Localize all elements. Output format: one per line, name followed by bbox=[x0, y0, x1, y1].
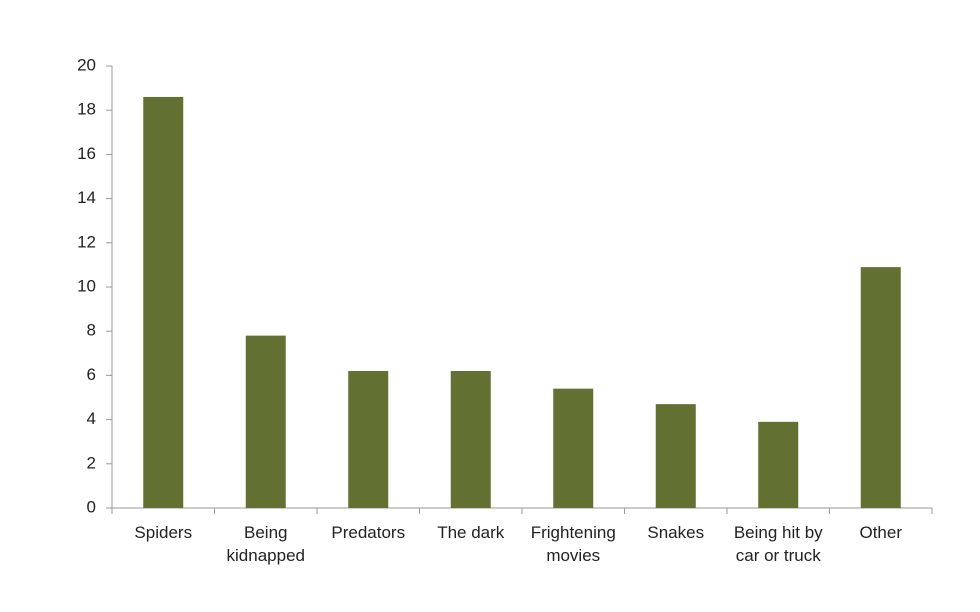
x-tick-label: Spiders bbox=[134, 523, 193, 542]
y-tick-label: 6 bbox=[87, 365, 96, 384]
x-tick-label: Snakes bbox=[647, 523, 705, 542]
x-tick-label: The dark bbox=[437, 523, 505, 542]
y-tick-label: 8 bbox=[87, 321, 96, 340]
y-tick-label: 14 bbox=[77, 188, 96, 207]
x-tick-label: Being kidnapped bbox=[226, 523, 305, 565]
x-tick-label: Being hit by car or truck bbox=[733, 523, 823, 565]
y-tick-label: 0 bbox=[87, 497, 96, 516]
bar bbox=[450, 370, 491, 508]
y-tick-label: 2 bbox=[87, 453, 96, 472]
y-tick-label: 18 bbox=[77, 100, 96, 119]
x-tick-label: Frightening movies bbox=[530, 523, 616, 565]
y-tick-label: 4 bbox=[87, 409, 96, 428]
bar bbox=[655, 404, 696, 508]
bar bbox=[348, 370, 389, 508]
bar bbox=[245, 335, 286, 508]
x-tick-label: Other bbox=[859, 523, 903, 542]
bar bbox=[143, 96, 184, 508]
y-tick-label: 10 bbox=[77, 276, 96, 295]
y-tick-label: 16 bbox=[77, 144, 96, 163]
bar bbox=[553, 388, 594, 508]
y-tick-label: 20 bbox=[77, 55, 96, 74]
x-tick-label: Predators bbox=[331, 523, 406, 542]
y-tick-label: 12 bbox=[77, 232, 96, 251]
bar bbox=[758, 421, 799, 508]
bar bbox=[860, 267, 901, 508]
